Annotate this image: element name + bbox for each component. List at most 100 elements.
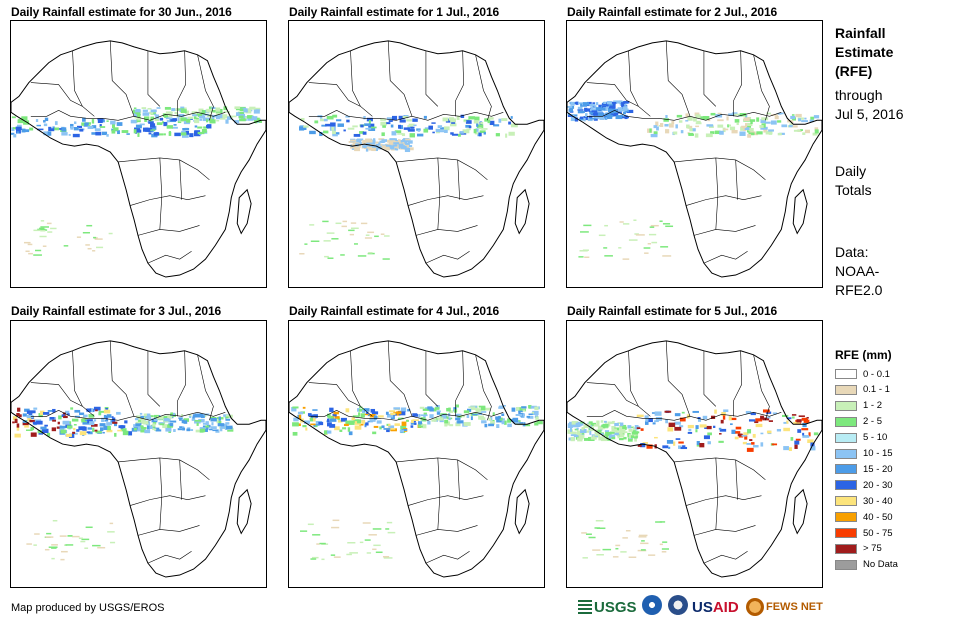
rainfall-patch <box>375 551 383 554</box>
rainfall-patch <box>570 437 575 442</box>
rainfall-patch <box>44 424 48 427</box>
rainfall-patch <box>490 421 495 425</box>
rainfall-patch <box>750 121 753 125</box>
rainfall-patch <box>360 222 368 225</box>
panel-title: Daily Rainfall estimate for 30 Jun., 201… <box>11 5 232 19</box>
rainfall-patch <box>476 124 484 129</box>
rainfall-patch <box>457 415 462 418</box>
rainfall-patch <box>87 431 93 435</box>
rainfall-patch <box>256 117 260 123</box>
country-border <box>30 410 226 421</box>
rainfall-patch <box>54 121 58 125</box>
rainfall-patch <box>736 122 739 126</box>
rainfall-patch <box>354 146 359 151</box>
country-border <box>693 525 756 536</box>
rainfall-patch <box>374 235 379 238</box>
rainfall-patch <box>370 408 376 413</box>
rainfall-patch <box>744 435 748 440</box>
rainfall-patch <box>674 421 681 425</box>
through-date: through Jul 5, 2016 <box>835 87 904 122</box>
rainfall-patch <box>96 246 104 249</box>
rainfall-patch <box>761 117 769 121</box>
rainfall-patch <box>39 235 47 238</box>
country-border <box>586 110 782 121</box>
rainfall-patch <box>173 429 176 432</box>
rainfall-patch <box>814 127 819 132</box>
rainfall-patch <box>147 107 152 110</box>
rainfall-patch <box>473 120 479 124</box>
rainfall-patch <box>448 417 451 421</box>
rainfall-patch <box>742 441 747 445</box>
rainfall-patch <box>307 523 314 526</box>
rainfall-patch <box>302 425 307 428</box>
rainfall-patch <box>634 233 639 235</box>
rainfall-patch <box>179 109 182 113</box>
rainfall-patch <box>746 447 754 452</box>
rainfall-patch <box>324 255 329 258</box>
legend-swatch <box>835 400 857 411</box>
rainfall-patch <box>627 438 633 442</box>
rainfall-patch <box>168 416 173 419</box>
country-border <box>455 350 464 417</box>
rainfall-patch <box>225 426 232 429</box>
rainfall-patch <box>80 540 86 543</box>
rainfall-patch <box>640 549 646 551</box>
legend-item: 2 - 5 <box>835 416 882 428</box>
rainfall-patch <box>162 424 168 429</box>
rainfall-patch <box>201 428 206 433</box>
rainfall-patch <box>367 414 371 417</box>
rainfall-patch <box>133 427 137 431</box>
rainfall-patch <box>601 433 604 436</box>
rainfall-patch <box>332 413 337 417</box>
rainfall-patch <box>40 230 46 232</box>
rainfall-patch <box>362 139 367 144</box>
rainfall-patch <box>220 424 226 429</box>
rainfall-patch <box>628 239 638 241</box>
rainfall-patch <box>292 431 298 436</box>
rainfall-patch <box>798 118 802 122</box>
rainfall-patch <box>16 413 20 417</box>
rainfall-patch <box>429 414 434 419</box>
rainfall-patch <box>572 431 577 436</box>
country-border <box>733 50 742 117</box>
rainfall-patch <box>655 521 662 523</box>
rainfall-patch <box>385 528 390 530</box>
country-border <box>179 159 182 200</box>
rainfall-patch <box>476 408 482 413</box>
rainfall-patch <box>455 422 461 427</box>
rainfall-patch <box>26 543 32 545</box>
rainfall-patch <box>619 434 625 438</box>
rainfall-patch <box>699 442 705 448</box>
rainfall-patch <box>572 114 578 117</box>
rainfall-patch <box>718 427 722 430</box>
rainfall-patch <box>215 116 223 120</box>
rainfall-patch <box>331 526 340 529</box>
rainfall-patch <box>468 406 476 408</box>
rainfall-patch <box>604 224 608 227</box>
rainfall-patch <box>28 252 33 255</box>
rainfall-patch <box>583 117 586 122</box>
rainfall-patch <box>573 102 577 105</box>
rainfall-patch <box>501 420 505 425</box>
rainfall-patch <box>793 129 801 132</box>
rainfall-patch <box>387 531 396 534</box>
rainfall-patch <box>180 132 187 136</box>
rainfall-patch <box>14 418 18 424</box>
rainfall-patch <box>67 535 73 537</box>
rainfall-patch <box>774 115 779 120</box>
rainfall-patch <box>168 131 172 136</box>
rainfall-patch <box>363 413 369 416</box>
rainfall-patch <box>760 127 764 130</box>
rainfall-patch <box>186 428 191 432</box>
rainfall-patch <box>381 145 386 149</box>
rainfall-patch <box>702 115 710 120</box>
rainfall-patch <box>51 547 57 549</box>
rainfall-patch <box>389 410 395 413</box>
rainfall-patch <box>147 127 153 132</box>
rainfall-patch <box>364 146 371 149</box>
africa-map-svg <box>11 340 266 578</box>
rainfall-patch <box>488 417 492 421</box>
rainfall-patch <box>603 247 608 249</box>
rainfall-patch <box>802 422 807 428</box>
rainfall-patch <box>518 411 521 415</box>
